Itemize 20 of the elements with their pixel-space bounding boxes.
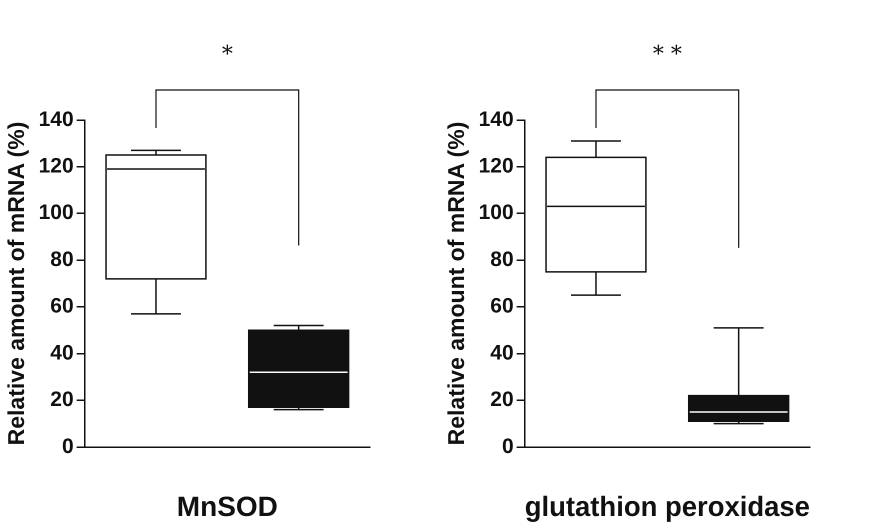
y-axis-title: Relative amount of mRNA (%) bbox=[443, 122, 470, 446]
y-tick-label: 140 bbox=[478, 108, 514, 131]
y-tick-label: 100 bbox=[478, 201, 514, 224]
x-axis-title: MnSOD bbox=[176, 490, 278, 522]
y-tick-label: 100 bbox=[38, 201, 74, 224]
y-tick-label: 20 bbox=[490, 388, 514, 412]
y-tick-label: 140 bbox=[38, 108, 74, 131]
y-tick-label: 20 bbox=[50, 388, 74, 412]
y-tick-label: 40 bbox=[490, 341, 514, 364]
x-axis-title: glutathion peroxidase bbox=[524, 490, 810, 522]
y-tick-label: 80 bbox=[50, 248, 74, 271]
y-tick-label: 40 bbox=[50, 341, 74, 364]
y-tick-label: 60 bbox=[490, 294, 514, 318]
y-tick-label: 60 bbox=[50, 294, 74, 318]
y-axis-title: Relative amount of mRNA (%) bbox=[3, 122, 30, 446]
y-tick-label: 80 bbox=[490, 248, 514, 271]
y-tick-label: 120 bbox=[478, 154, 514, 178]
y-tick-label: 120 bbox=[38, 154, 74, 178]
y-tick-label: 0 bbox=[62, 434, 74, 458]
y-tick-label: 0 bbox=[502, 434, 514, 458]
